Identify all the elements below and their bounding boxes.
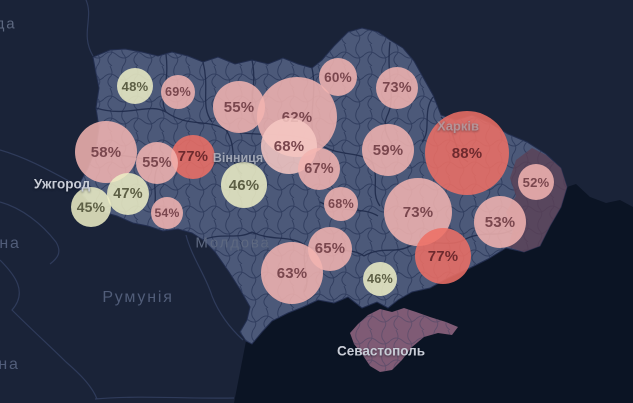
- bubble-value: 69%: [165, 85, 191, 99]
- neighbor-borders: [0, 0, 244, 400]
- bubble-value: 54%: [154, 206, 180, 220]
- region-bubble-47pct[interactable]: 47%: [107, 173, 149, 215]
- bubble-value: 63%: [276, 264, 308, 282]
- bubble-value: 45%: [76, 199, 106, 215]
- bubble-value: 55%: [142, 155, 172, 171]
- bubble-value: 68%: [273, 137, 305, 155]
- bubble-value: 48%: [121, 78, 149, 94]
- region-bubble-68pct[interactable]: 68%: [324, 187, 358, 221]
- region-bubble-55pct[interactable]: 55%: [213, 81, 265, 133]
- bubble-value: 55%: [223, 98, 255, 116]
- region-bubble-77pct[interactable]: 77%: [415, 228, 471, 284]
- region-bubble-52pct[interactable]: 52%: [518, 164, 554, 200]
- bubble-value: 77%: [177, 149, 209, 165]
- bubble-value: 88%: [451, 144, 483, 162]
- bubble-value: 77%: [427, 247, 459, 265]
- region-bubble-77pct[interactable]: 77%: [171, 135, 215, 179]
- region-bubble-46pct[interactable]: 46%: [363, 262, 397, 296]
- region-bubble-53pct[interactable]: 53%: [474, 196, 526, 248]
- region-bubble-59pct[interactable]: 59%: [362, 124, 414, 176]
- region-bubble-55pct[interactable]: 55%: [136, 142, 178, 184]
- bubble-value: 46%: [367, 272, 393, 286]
- bubble-value: 65%: [314, 241, 346, 257]
- region-bubble-65pct[interactable]: 65%: [308, 227, 352, 271]
- sea-black-azov: [234, 184, 633, 403]
- region-bubble-60pct[interactable]: 60%: [319, 58, 357, 96]
- region-bubble-58pct[interactable]: 58%: [75, 121, 137, 183]
- bubble-value: 68%: [328, 197, 354, 211]
- region-bubble-73pct[interactable]: 73%: [376, 67, 418, 109]
- region-bubble-46pct[interactable]: 46%: [221, 162, 267, 208]
- region-bubble-45pct[interactable]: 45%: [71, 187, 111, 227]
- region-bubble-48pct[interactable]: 48%: [117, 68, 153, 104]
- bubble-value: 46%: [228, 176, 260, 194]
- region-bubble-88pct[interactable]: 88%: [425, 111, 509, 195]
- bubble-value: 47%: [113, 186, 143, 202]
- bubble-value: 60%: [324, 69, 352, 85]
- region-bubble-69pct[interactable]: 69%: [161, 75, 195, 109]
- region-bubble-67pct[interactable]: 67%: [298, 148, 340, 190]
- bubble-value: 73%: [382, 80, 412, 96]
- bubble-value: 52%: [522, 174, 550, 190]
- bubble-value: 67%: [304, 161, 334, 177]
- region-bubble-54pct[interactable]: 54%: [151, 197, 183, 229]
- bubble-value: 59%: [372, 141, 404, 159]
- bubble-value: 73%: [402, 203, 434, 221]
- bubble-value: 53%: [484, 213, 516, 231]
- bubble-value: 58%: [90, 143, 122, 161]
